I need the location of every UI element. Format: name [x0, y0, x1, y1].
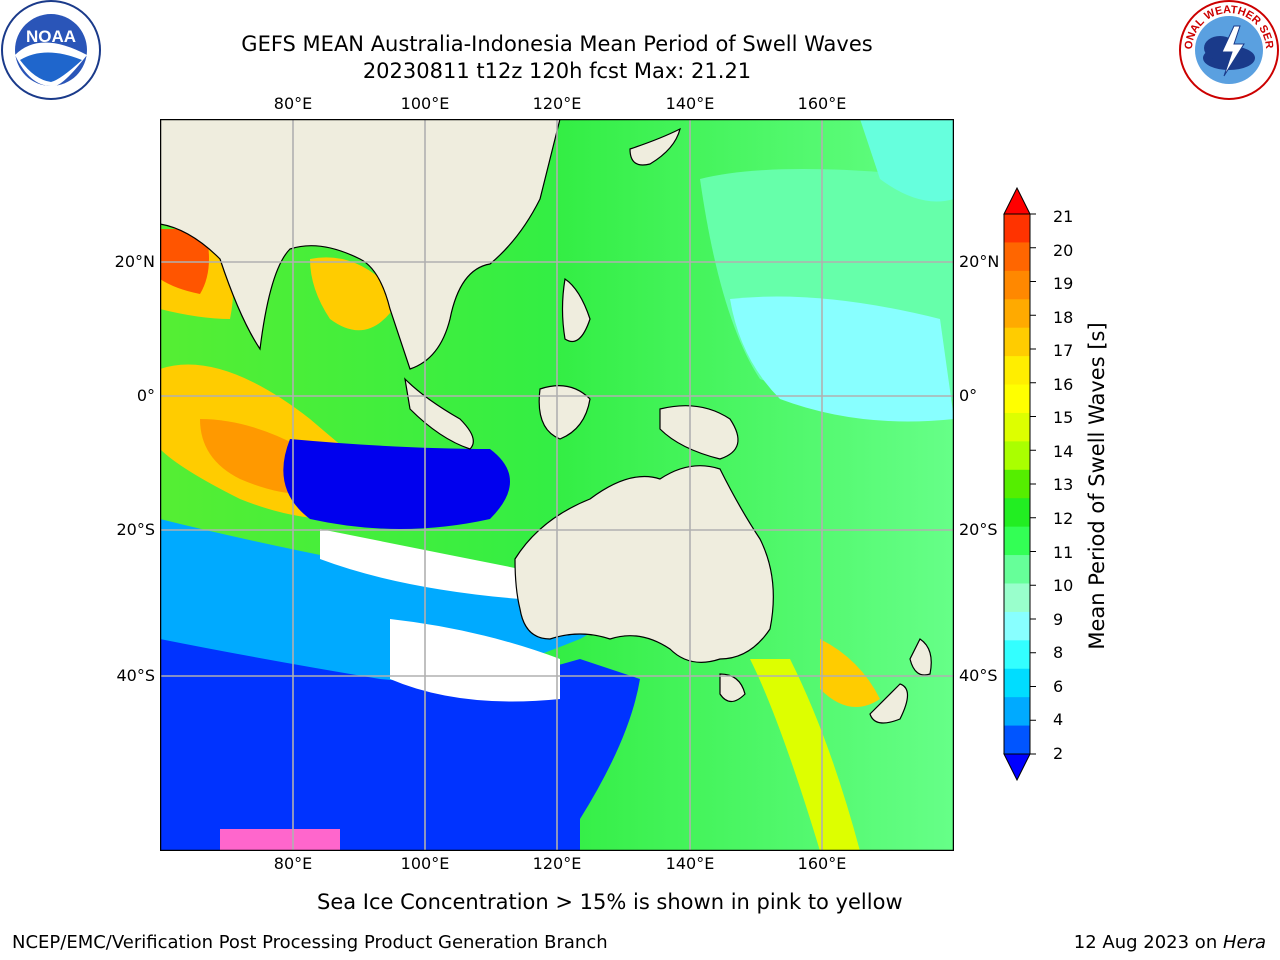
colorbar-band [1004, 356, 1030, 386]
missing-data-patch-2 [390, 619, 560, 702]
colorbar-band [1004, 327, 1030, 357]
lon-tick-top-140e: 140°E [665, 94, 715, 113]
asia-landmass [160, 119, 561, 370]
lat-tick-right-20n: 20°N [959, 252, 1000, 271]
lon-tick-top-100e: 100°E [400, 94, 450, 113]
colorbar-tick-21: 21 [1053, 207, 1074, 226]
tasman-swell-streak [750, 659, 860, 851]
colorbar-band [1004, 299, 1030, 329]
colorbar-band [1004, 725, 1030, 755]
nz-high-period-zone [820, 639, 880, 707]
colorbar-band [1004, 526, 1030, 556]
lat-tick-left-20s: 20°S [116, 520, 155, 539]
lon-tick-bottom-160e: 160°E [797, 854, 847, 873]
footer-date: 12 Aug 2023 on Hera [1074, 932, 1266, 953]
map-canvas [160, 119, 954, 851]
colorbar-tick-15: 15 [1053, 408, 1074, 427]
colorbar-tick-19: 19 [1053, 274, 1074, 293]
colorbar-band [1004, 214, 1030, 243]
pacific-cyan-zone [730, 296, 954, 422]
map-subtitle: 20230811 t12z 120h fcst Max: 21.21 [362, 59, 752, 83]
lon-tick-top-160e: 160°E [797, 94, 847, 113]
indian-ocean-low-zone [283, 439, 510, 529]
lat-tick-right-0: 0° [959, 386, 978, 405]
lon-tick-bottom-80e: 80°E [273, 854, 313, 873]
colorbar-tick-8: 8 [1053, 643, 1064, 662]
colorbar-tick-10: 10 [1053, 576, 1074, 595]
colorbar-band [1004, 640, 1030, 670]
colorbar-band [1004, 498, 1030, 528]
missing-data-patch-1 [320, 529, 520, 599]
graticule [160, 119, 954, 851]
colorbar-tick-18: 18 [1053, 308, 1074, 327]
colorbar-tick-11: 11 [1053, 543, 1074, 562]
colorbar-tick-16: 16 [1053, 375, 1074, 394]
colorbar-band [1004, 668, 1030, 698]
colorbar-band [1004, 384, 1030, 414]
map-border [160, 119, 954, 851]
colorbar-band [1004, 697, 1030, 727]
nz-south-island [869, 683, 909, 724]
colorbar-band [1004, 412, 1030, 442]
colorbar-band [1004, 555, 1030, 584]
colorbar-min-extend [1003, 753, 1031, 782]
bay-of-bengal-zone [310, 257, 400, 331]
sea-ice-note: Sea Ice Concentration > 15% is shown in … [317, 890, 903, 914]
swell-period-map [160, 119, 954, 851]
lon-tick-bottom-100e: 100°E [400, 854, 450, 873]
japan-islands [629, 127, 681, 166]
colorbar-tick-20: 20 [1053, 241, 1074, 260]
philippines-islands [561, 277, 591, 343]
lat-tick-right-20s: 20°S [959, 520, 998, 539]
colorbar-band [1004, 583, 1030, 613]
colorbar-tick-17: 17 [1053, 341, 1074, 360]
lon-tick-bottom-140e: 140°E [665, 854, 715, 873]
lon-tick-bottom-120e: 120°E [532, 854, 582, 873]
colorbar-band [1004, 270, 1030, 300]
lon-tick-top-80e: 80°E [273, 94, 313, 113]
colorbar-tick-9: 9 [1053, 610, 1064, 629]
lat-tick-left-0: 0° [136, 386, 155, 405]
colorbar-band [1004, 469, 1030, 499]
sea-ice-strip [220, 829, 340, 851]
nws-logo: NATIONAL WEATHER SERVICE [1178, 0, 1279, 100]
colorbar [1003, 186, 1036, 782]
colorbar-band [1004, 611, 1030, 641]
colorbar-band [1004, 441, 1030, 471]
noaa-logo-text: NOAA [26, 27, 76, 46]
colorbar-max-extend [1003, 186, 1031, 215]
new-guinea-island [659, 405, 739, 460]
colorbar-title: Mean Period of Swell Waves [s] [1085, 322, 1109, 650]
footer-date-text: 12 Aug 2023 on [1073, 932, 1223, 953]
colorbar-tick-2: 2 [1053, 744, 1064, 763]
northeast-cyan-zone [860, 119, 954, 202]
borneo-island [538, 385, 591, 440]
lat-tick-left-20n: 20°N [114, 252, 155, 271]
colorbar-tick-12: 12 [1053, 509, 1074, 528]
noaa-logo: NOAA [1, 0, 101, 100]
map-title: GEFS MEAN Australia-Indonesia Mean Perio… [241, 32, 873, 56]
nz-north-island [909, 638, 932, 676]
australia-landmass [514, 465, 774, 663]
colorbar-tick-6: 6 [1053, 677, 1064, 696]
lon-tick-top-120e: 120°E [532, 94, 582, 113]
footer-credit: NCEP/EMC/Verification Post Processing Pr… [12, 932, 608, 953]
colorbar-tick-4: 4 [1053, 710, 1064, 729]
colorbar-tick-14: 14 [1053, 442, 1074, 461]
colorbar-tick-13: 13 [1053, 475, 1074, 494]
lat-tick-left-40s: 40°S [116, 666, 155, 685]
footer-host: Hera [1222, 932, 1266, 953]
colorbar-band [1004, 242, 1030, 272]
lat-tick-right-40s: 40°S [959, 666, 998, 685]
